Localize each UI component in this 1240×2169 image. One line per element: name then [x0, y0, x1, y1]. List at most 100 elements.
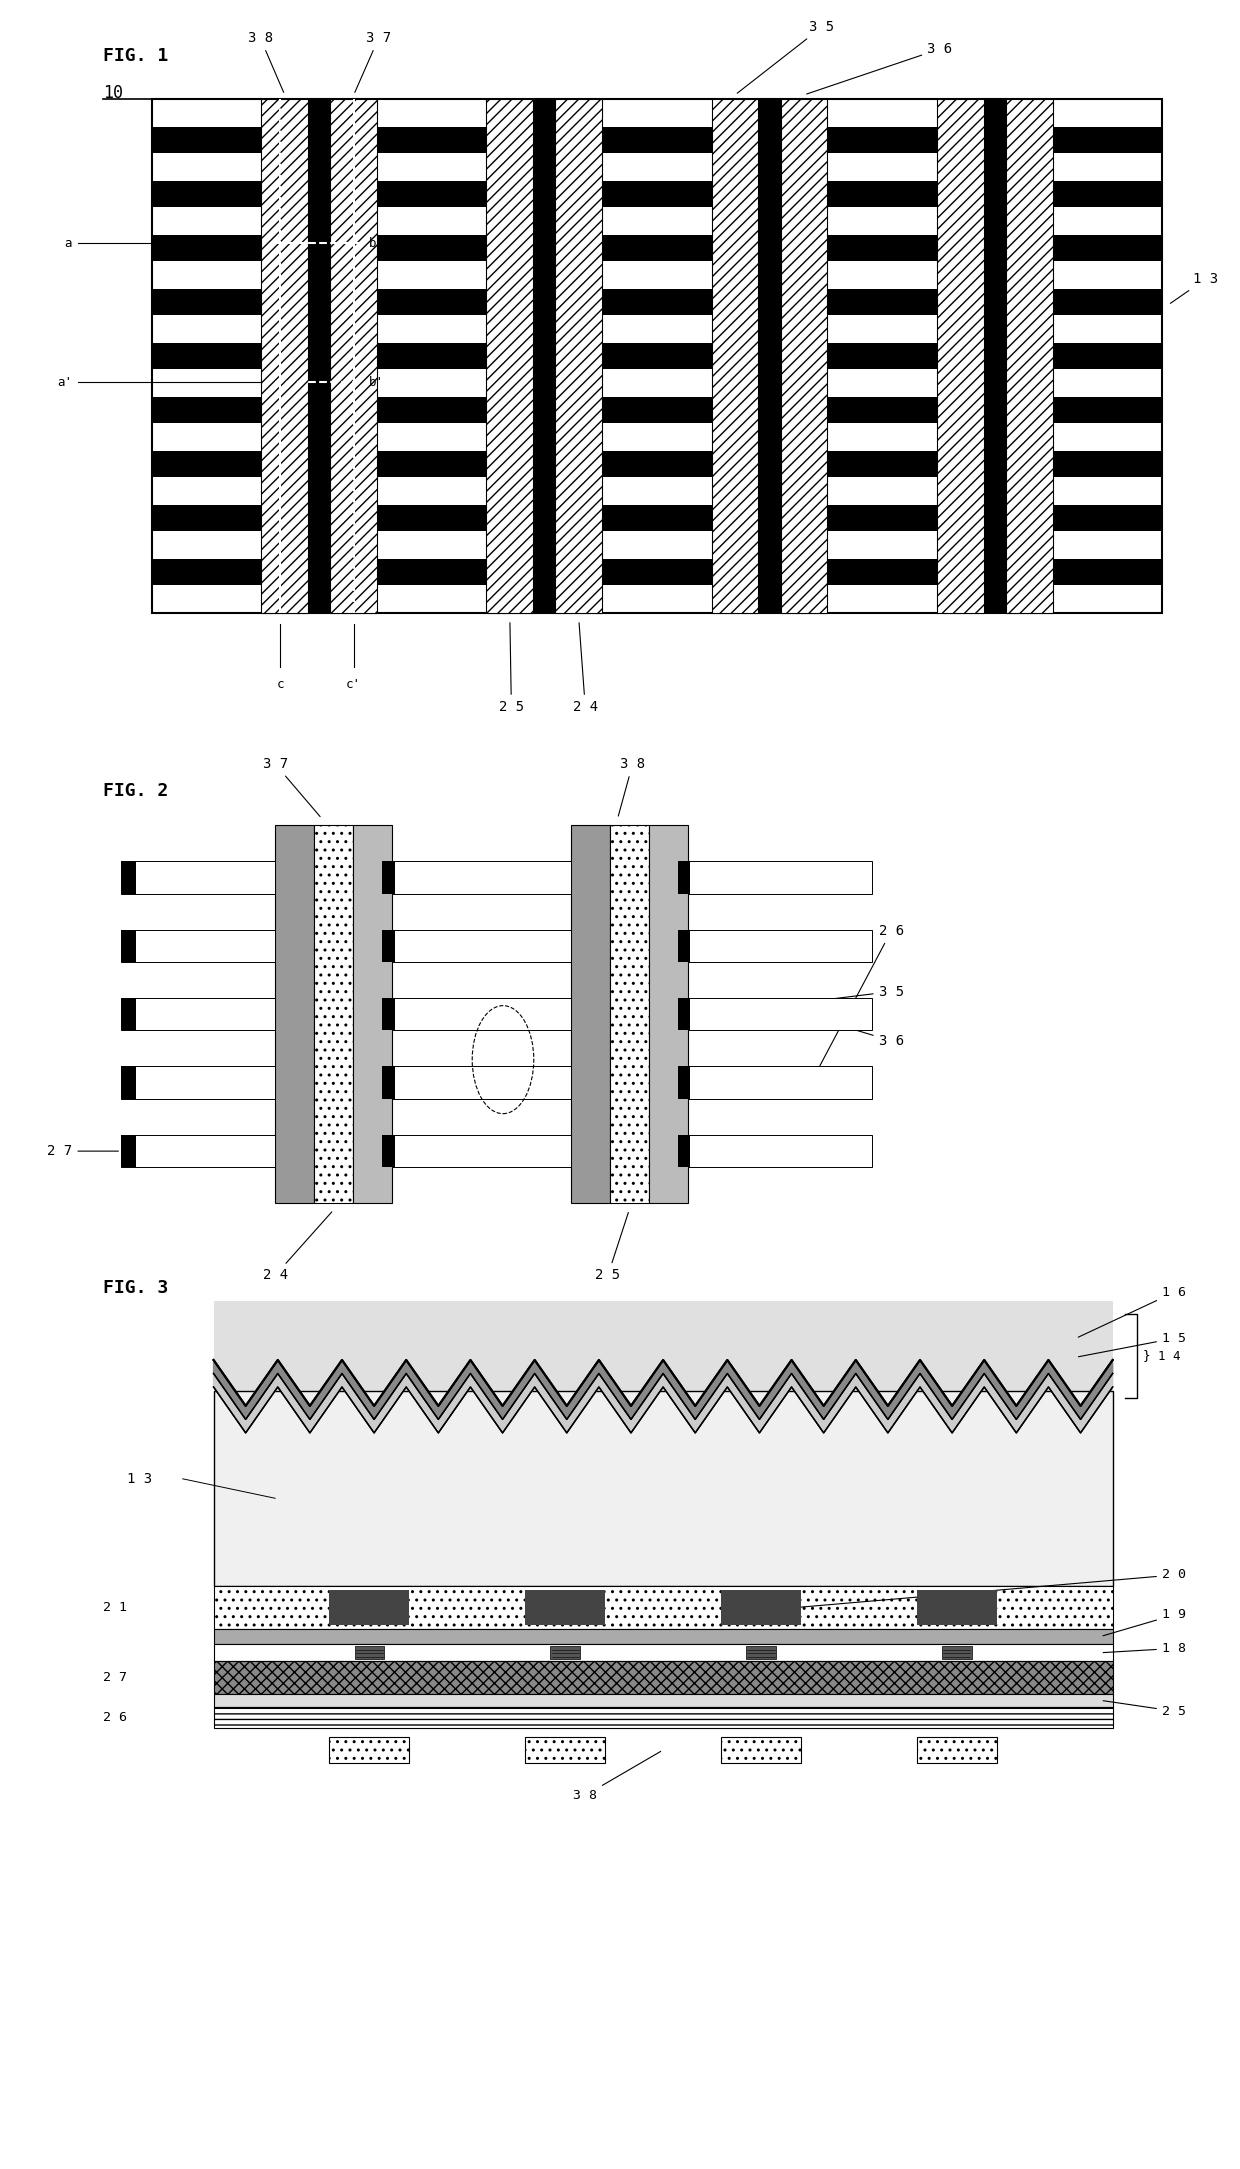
Bar	[983, 100, 1006, 614]
Bar	[122, 861, 275, 894]
Bar	[942, 1646, 972, 1659]
Bar	[355, 1646, 384, 1659]
Text: 2 7: 2 7	[103, 1670, 126, 1683]
Bar	[213, 1629, 1112, 1644]
Text: 2 5: 2 5	[595, 1212, 629, 1282]
Bar	[570, 824, 610, 1204]
Bar	[275, 824, 314, 1204]
Text: 3 8: 3 8	[573, 1750, 661, 1802]
Text: b': b'	[370, 375, 384, 388]
Bar	[153, 397, 1162, 423]
Bar	[153, 182, 1162, 208]
Bar	[392, 931, 570, 963]
Text: FIG. 3: FIG. 3	[103, 1280, 167, 1297]
Text: FIG. 1: FIG. 1	[103, 48, 167, 65]
Bar	[610, 824, 649, 1204]
Text: 1 3: 1 3	[128, 1473, 153, 1486]
Bar	[153, 288, 1162, 315]
Bar	[153, 505, 1162, 531]
Bar	[551, 1646, 580, 1659]
Bar	[309, 100, 330, 614]
Text: 3 5: 3 5	[738, 20, 835, 93]
Bar	[213, 1301, 1112, 1397]
Text: a: a	[64, 236, 72, 249]
Bar	[330, 100, 377, 614]
Text: 2 4: 2 4	[573, 623, 598, 714]
Bar	[1006, 100, 1053, 614]
Bar	[213, 1390, 1112, 1586]
Text: 2 1: 2 1	[103, 1601, 126, 1614]
Bar	[153, 100, 1162, 614]
Text: 3 7: 3 7	[355, 30, 391, 93]
Bar	[759, 100, 781, 614]
Text: 3 7: 3 7	[263, 757, 320, 816]
Bar	[122, 998, 275, 1030]
Bar	[526, 1590, 605, 1625]
Text: c': c'	[346, 679, 361, 692]
Bar	[153, 343, 1162, 369]
Bar	[678, 998, 691, 1030]
Bar	[122, 931, 275, 963]
Bar	[122, 1134, 275, 1167]
Text: 2 5: 2 5	[498, 623, 525, 714]
Bar	[392, 1134, 570, 1167]
Bar	[314, 824, 353, 1204]
Bar	[678, 1067, 691, 1100]
Bar	[382, 1067, 394, 1100]
Bar	[688, 1134, 873, 1167]
Text: 3 8: 3 8	[619, 757, 645, 816]
Bar	[392, 1067, 570, 1100]
Bar	[720, 1737, 801, 1763]
Bar	[213, 1644, 1112, 1661]
Bar	[213, 1707, 1112, 1729]
Text: 2 6: 2 6	[812, 924, 904, 1080]
Text: FIG. 2: FIG. 2	[103, 783, 167, 800]
Bar	[916, 1737, 997, 1763]
Bar	[781, 100, 827, 614]
Text: 3 5: 3 5	[789, 985, 904, 1004]
Text: 3 6: 3 6	[807, 41, 952, 93]
Bar	[392, 998, 570, 1030]
Text: 2 0: 2 0	[801, 1568, 1185, 1607]
Bar	[746, 1646, 776, 1659]
Bar	[688, 998, 873, 1030]
Text: a': a'	[57, 375, 72, 388]
Bar	[213, 1661, 1112, 1694]
Bar	[916, 1590, 997, 1625]
Bar	[213, 1694, 1112, 1707]
Bar	[678, 1134, 691, 1167]
Bar	[382, 931, 394, 963]
Text: c: c	[277, 679, 284, 692]
Text: 1 3: 1 3	[1171, 273, 1218, 304]
Bar	[678, 861, 691, 894]
Bar	[122, 861, 136, 894]
Bar	[122, 998, 136, 1030]
Bar	[330, 1590, 409, 1625]
Text: b: b	[370, 236, 377, 249]
Bar	[382, 861, 394, 894]
Bar	[556, 100, 603, 614]
Text: 3 6: 3 6	[838, 1024, 904, 1048]
Bar	[392, 861, 570, 894]
Text: 2 7: 2 7	[47, 1143, 118, 1158]
Bar	[712, 100, 759, 614]
Bar	[122, 931, 136, 963]
Bar	[213, 1586, 1112, 1629]
Bar	[330, 1737, 409, 1763]
Bar	[688, 931, 873, 963]
Text: 1 6: 1 6	[1079, 1286, 1185, 1338]
Text: 2 6: 2 6	[103, 1711, 126, 1724]
Bar	[533, 100, 556, 614]
Polygon shape	[213, 1373, 1112, 1434]
Text: } 1 4: } 1 4	[1143, 1349, 1180, 1362]
Bar	[936, 100, 983, 614]
Text: 1 9: 1 9	[1104, 1609, 1185, 1635]
Text: 3 8: 3 8	[248, 30, 284, 93]
Bar	[526, 1737, 605, 1763]
Bar	[353, 824, 392, 1204]
Bar	[262, 100, 309, 614]
Text: 1 8: 1 8	[1104, 1642, 1185, 1655]
Bar	[122, 1134, 136, 1167]
Bar	[122, 1067, 275, 1100]
Bar	[153, 560, 1162, 586]
